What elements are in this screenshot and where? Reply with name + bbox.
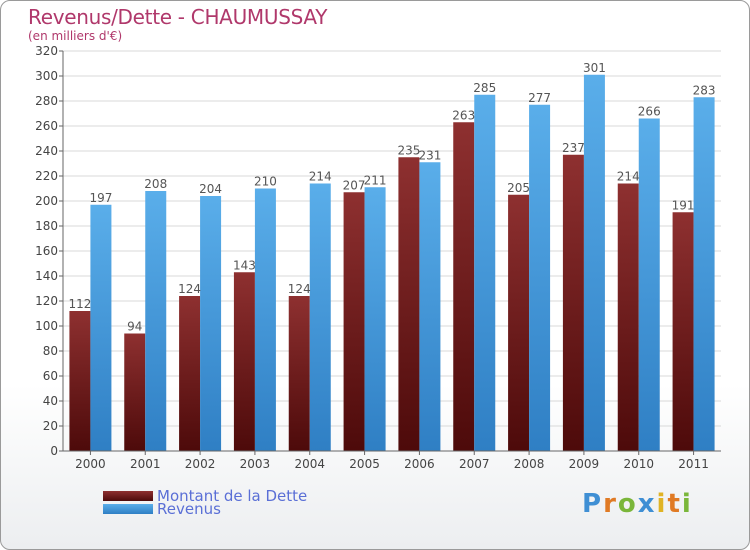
bars-group: [69, 74, 715, 451]
x-tick-label: 2008: [514, 457, 545, 471]
x-tick-label: 2007: [459, 457, 490, 471]
bar-revenus: [145, 191, 167, 451]
x-tick-label: 2004: [294, 457, 325, 471]
data-label-dette: 94: [127, 320, 142, 334]
y-tick-label: 180: [35, 219, 58, 233]
legend-item-dette: Montant de la Dette: [103, 487, 308, 505]
data-label-revenus: 197: [89, 191, 112, 205]
data-label-dette: 191: [672, 198, 695, 212]
chart-subtitle: (en milliers d'€): [28, 29, 123, 43]
bar-revenus: [474, 94, 496, 451]
bar-revenus: [638, 118, 660, 451]
bar-revenus: [364, 187, 386, 451]
bar-dette: [179, 296, 201, 451]
bar-revenus: [583, 74, 605, 451]
data-label-revenus: 208: [144, 177, 167, 191]
bar-dette: [508, 194, 530, 451]
data-label-revenus: 231: [418, 148, 441, 162]
y-tick-label: 140: [35, 269, 58, 283]
y-tick-label: 320: [35, 44, 58, 58]
data-label-revenus: 266: [638, 105, 661, 119]
y-tick-label: 240: [35, 144, 58, 158]
bar-revenus: [693, 97, 715, 451]
x-tick-label: 2006: [404, 457, 435, 471]
bar-revenus: [529, 104, 551, 451]
legend-label-dette: Montant de la Dette: [157, 487, 308, 505]
x-tick-label: 2001: [130, 457, 161, 471]
bar-dette: [562, 154, 584, 451]
y-tick-label: 20: [43, 419, 58, 433]
data-label-dette: 237: [562, 141, 585, 155]
data-label-dette: 235: [397, 143, 420, 157]
data-label-revenus: 283: [693, 83, 716, 97]
legend-item-revenus: Revenus: [103, 500, 221, 518]
y-tick-label: 200: [35, 194, 58, 208]
y-tick-label: 40: [43, 394, 58, 408]
x-tick-label: 2011: [678, 457, 709, 471]
bar-revenus: [90, 204, 112, 451]
bar-dette: [124, 333, 146, 451]
data-label-dette: 124: [178, 282, 201, 296]
bar-dette: [343, 192, 365, 451]
bar-dette: [398, 157, 420, 451]
data-label-revenus: 204: [199, 182, 222, 196]
data-label-revenus: 277: [528, 91, 551, 105]
data-label-revenus: 210: [254, 175, 277, 189]
data-label-dette: 124: [288, 282, 311, 296]
y-tick-label: 260: [35, 119, 58, 133]
bar-dette: [672, 212, 694, 451]
y-tick-label: 60: [43, 369, 58, 383]
value-labels: 1121979420812420414321012421420721123523…: [68, 61, 715, 334]
y-tick-label: 0: [50, 444, 58, 458]
bar-dette: [453, 122, 475, 451]
x-tick-label: 2003: [240, 457, 271, 471]
y-tick-label: 300: [35, 69, 58, 83]
x-tick-label: 2002: [185, 457, 216, 471]
data-label-dette: 205: [507, 181, 530, 195]
data-label-revenus: 301: [583, 61, 606, 75]
y-tick-label: 160: [35, 244, 58, 258]
data-label-revenus: 211: [364, 173, 387, 187]
chart-title: Revenus/Dette - CHAUMUSSAY: [28, 5, 328, 29]
data-label-revenus: 285: [473, 81, 496, 95]
bar-revenus: [254, 188, 276, 451]
axes: 0 20 40 60 80 100 120 140 160 180 200 220 240 260 280 3…: [35, 44, 721, 471]
data-label-dette: 112: [68, 297, 91, 311]
bar-dette: [617, 183, 639, 451]
bar-revenus: [200, 196, 222, 451]
bar-dette: [233, 272, 255, 451]
bar-revenus: [309, 183, 331, 451]
bar-dette: [288, 296, 310, 451]
legend-label-revenus: Revenus: [157, 500, 221, 518]
y-tick-label: 80: [43, 344, 58, 358]
legend-swatch-revenus: [103, 504, 153, 514]
x-tick-label: 2005: [349, 457, 380, 471]
x-tick-label: 2000: [75, 457, 106, 471]
data-label-dette: 214: [617, 170, 640, 184]
data-label-dette: 263: [452, 108, 475, 122]
data-label-dette: 207: [343, 178, 366, 192]
proxiti-logo: Proxiti: [582, 489, 693, 519]
y-tick-label: 100: [35, 319, 58, 333]
x-tick-label: 2009: [569, 457, 600, 471]
y-tick-label: 120: [35, 294, 58, 308]
bar-dette: [69, 311, 91, 451]
data-label-revenus: 214: [309, 170, 332, 184]
bar-revenus: [419, 162, 441, 451]
legend-swatch-dette: [103, 491, 153, 501]
y-tick-label: 280: [35, 94, 58, 108]
x-tick-label: 2010: [623, 457, 654, 471]
y-tick-label: 220: [35, 169, 58, 183]
data-label-dette: 143: [233, 258, 256, 272]
